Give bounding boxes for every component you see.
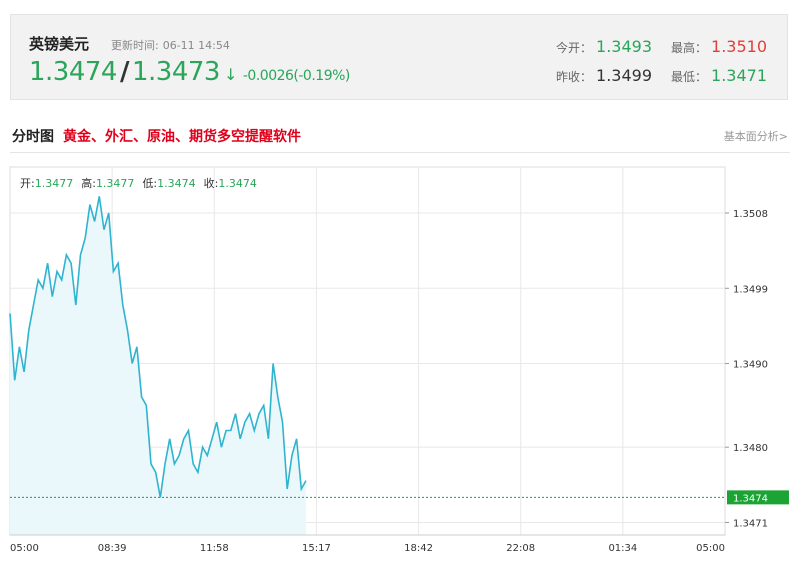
pair-name: 英镑美元 xyxy=(29,35,90,53)
current-price-tag xyxy=(727,490,789,505)
price-row: 1.3474/1.3473 ↓ -0.0026(-0.19%) xyxy=(29,57,350,87)
x-tick-label: 05:00 xyxy=(10,543,39,554)
y-tick-label: 1.3499 xyxy=(733,284,768,295)
fundamental-analysis-link[interactable]: 基本面分析> xyxy=(723,130,788,143)
open-stat: 今开： 1.3493 xyxy=(556,37,652,56)
ohlc-close-value: 1.3474 xyxy=(218,177,257,190)
y-tick-label: 1.3471 xyxy=(733,518,768,529)
price-change: -0.0026(-0.19%) xyxy=(242,68,351,84)
ohlc-readout: 开:1.3477 高:1.3477 低:1.3474 收:1.3474 xyxy=(20,175,265,191)
prev-close-value: 1.3499 xyxy=(596,66,652,85)
arrow-down-icon: ↓ xyxy=(223,65,237,84)
high-label: 最高： xyxy=(671,41,708,55)
promo-link[interactable]: 黄金、外汇、原油、期货多空提醒软件 xyxy=(63,129,301,145)
quote-panel: 英镑美元 更新时间: 06-11 14:54 1.3474/1.3473 ↓ -0.0… xyxy=(10,14,788,100)
series-area xyxy=(10,196,306,536)
low-label: 最低： xyxy=(671,70,708,84)
y-tick-label: 1.3508 xyxy=(733,209,768,220)
x-tick-label: 08:39 xyxy=(98,543,127,554)
ohlc-open-value: 1.3477 xyxy=(34,177,74,190)
x-tick-label: 05:00 xyxy=(696,543,725,554)
series-line xyxy=(9,196,307,498)
prev-close-label: 昨收： xyxy=(556,70,593,84)
divider xyxy=(10,152,790,153)
ohlc-close-label: 收: xyxy=(203,177,219,190)
low-value: 1.3471 xyxy=(711,66,767,85)
open-label: 今开： xyxy=(556,41,593,55)
low-stat: 最低： 1.3471 xyxy=(671,66,767,85)
update-time-label: 更新时间: xyxy=(111,39,159,52)
ohlc-low-value: 1.3474 xyxy=(157,177,196,190)
bid-price: 1.3474 xyxy=(29,57,117,87)
current-price-label: 1.3474 xyxy=(733,493,768,504)
x-tick-label: 22:08 xyxy=(506,543,535,554)
update-time: 更新时间: 06-11 14:54 xyxy=(107,37,230,53)
ohlc-open-label: 开: xyxy=(20,177,35,190)
high-stat: 最高： 1.3510 xyxy=(671,37,767,56)
high-value: 1.3510 xyxy=(711,37,767,56)
x-tick-label: 15:17 xyxy=(302,543,331,554)
y-tick-label: 1.3490 xyxy=(733,360,768,371)
section-title: 分时图 xyxy=(12,129,54,145)
ohlc-high-label: 高: xyxy=(81,177,96,190)
x-tick-label: 11:58 xyxy=(200,543,229,554)
x-tick-label: 18:42 xyxy=(404,543,433,554)
open-value: 1.3493 xyxy=(596,37,652,56)
y-tick-label: 1.3480 xyxy=(733,443,768,454)
update-time-value: 06-11 14:54 xyxy=(162,39,230,52)
x-tick-label: 01:34 xyxy=(608,543,637,554)
ask-price: 1.3473 xyxy=(131,57,220,87)
ohlc-low-label: 低: xyxy=(142,177,158,190)
prev-close-stat: 昨收： 1.3499 xyxy=(556,66,652,85)
price-separator: / xyxy=(119,57,130,87)
ohlc-high-value: 1.3477 xyxy=(95,177,135,190)
